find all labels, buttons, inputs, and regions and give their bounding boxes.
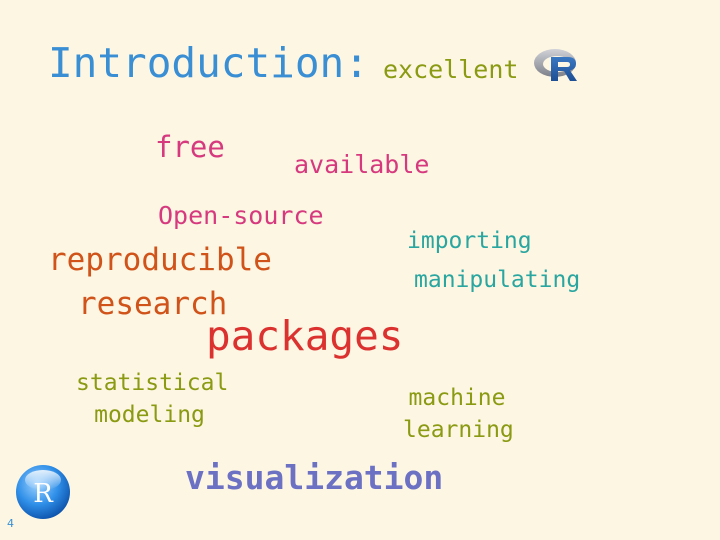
title-suffix: excellent — [383, 55, 519, 84]
word-open-source: Open-source — [158, 201, 324, 230]
r-ball-letter: R — [33, 479, 54, 509]
word-modeling: modeling — [94, 402, 205, 428]
slide-title: Introduction: — [48, 39, 369, 87]
page-number: 4 — [7, 517, 14, 530]
word-visualization: visualization — [185, 458, 444, 497]
word-learning: learning — [403, 417, 514, 443]
word-manipulating: manipulating — [414, 267, 581, 293]
word-importing: importing — [407, 228, 532, 254]
word-statistical-modeling: statistical modeling — [76, 367, 229, 431]
word-machine-learning: machine learning — [403, 382, 514, 446]
r-ball-icon: R — [16, 465, 70, 519]
word-available: available — [294, 150, 430, 179]
word-reproducible: reproducible — [48, 242, 272, 278]
word-research: research — [78, 286, 228, 322]
word-packages: packages — [206, 312, 404, 360]
word-statistical: statistical — [76, 370, 229, 396]
word-free: free — [155, 130, 225, 164]
word-machine: machine — [408, 385, 506, 411]
r-logo-icon — [534, 49, 577, 81]
